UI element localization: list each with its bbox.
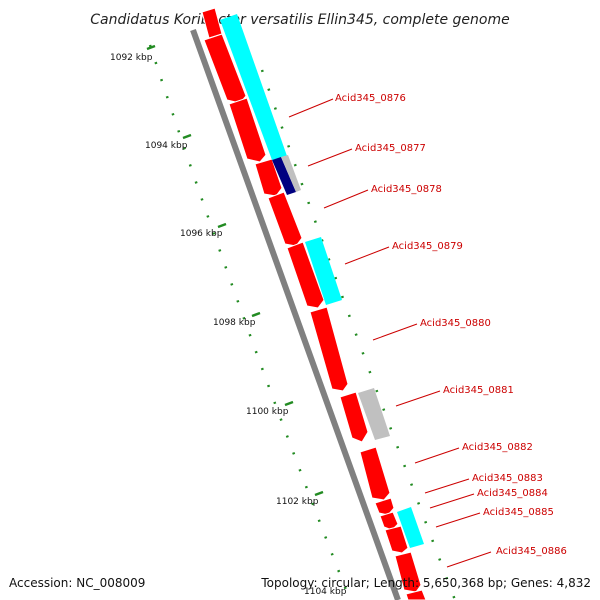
leader-line	[344, 246, 390, 265]
leader-line	[323, 189, 369, 209]
cds-gene	[309, 306, 349, 392]
major-ticks	[146, 44, 324, 497]
feature-track	[220, 14, 424, 548]
gene-label: Acid345_0881	[443, 385, 514, 396]
tick-label: 1094 kbp	[145, 141, 188, 151]
gene-label: Acid345_0884	[477, 488, 548, 499]
leader-line	[372, 323, 418, 341]
feature-block	[220, 14, 287, 160]
feature-block	[281, 155, 301, 192]
tick-label: 1096 kbp	[180, 229, 223, 239]
major-tick	[146, 44, 156, 51]
gene-label: Acid345_0883	[472, 473, 543, 484]
cds-gene	[339, 391, 369, 443]
feature-block	[305, 237, 342, 305]
genome-summary-text: Topology: circular; Length: 5,650,368 bp…	[260, 576, 591, 590]
cds-gene	[286, 241, 325, 309]
leader-line	[288, 98, 334, 118]
cds-track	[201, 7, 427, 600]
tick-label: 1102 kbp	[276, 497, 319, 507]
feature-block	[272, 157, 296, 195]
major-tick	[182, 133, 192, 140]
leader-line	[435, 512, 481, 528]
leader-line	[395, 390, 441, 407]
leader-line	[414, 447, 460, 464]
gene-label: Acid345_0876	[335, 93, 406, 104]
tick-label: 1104 kbp	[304, 587, 347, 597]
gene-label: Acid345_0886	[496, 546, 567, 557]
tick-label: 1098 kbp	[213, 318, 256, 328]
cds-gene	[254, 158, 283, 197]
accession-text: Accession: NC_008009	[9, 576, 145, 590]
cds-gene	[374, 497, 395, 516]
major-tick	[284, 400, 294, 407]
feature-block	[358, 388, 390, 440]
gene-labels: Acid345_0876 Acid345_0877 Acid345_0878 A…	[335, 93, 567, 557]
tick-label: 1092 kbp	[110, 53, 153, 63]
gene-label: Acid345_0880	[420, 318, 491, 329]
leader-line	[424, 478, 470, 494]
cds-gene	[359, 446, 391, 501]
gene-label: Acid345_0885	[483, 507, 554, 518]
gene-label: Acid345_0878	[371, 184, 442, 195]
tick-label: 1100 kbp	[246, 407, 289, 417]
tick-labels: 1092 kbp 1094 kbp 1096 kbp 1098 kbp 1100…	[110, 53, 347, 597]
major-tick	[251, 311, 261, 318]
gene-label: Acid345_0877	[355, 143, 426, 154]
gene-label: Acid345_0882	[462, 442, 533, 453]
major-tick	[314, 490, 324, 497]
map-title: Candidatus Koribacter versatilis Ellin34…	[90, 12, 509, 28]
cds-gene	[394, 551, 422, 593]
leader-line	[429, 493, 475, 509]
leader-line	[446, 551, 492, 568]
feature-block	[397, 507, 424, 548]
gene-label: Acid345_0879	[392, 241, 463, 252]
genome-backbone	[190, 28, 401, 600]
leader-lines	[288, 98, 492, 568]
cds-gene	[267, 191, 303, 247]
cds-gene	[405, 589, 427, 600]
major-tick	[217, 222, 227, 229]
leader-line	[307, 148, 353, 167]
cds-gene	[384, 525, 409, 554]
cds-gene	[228, 97, 267, 163]
